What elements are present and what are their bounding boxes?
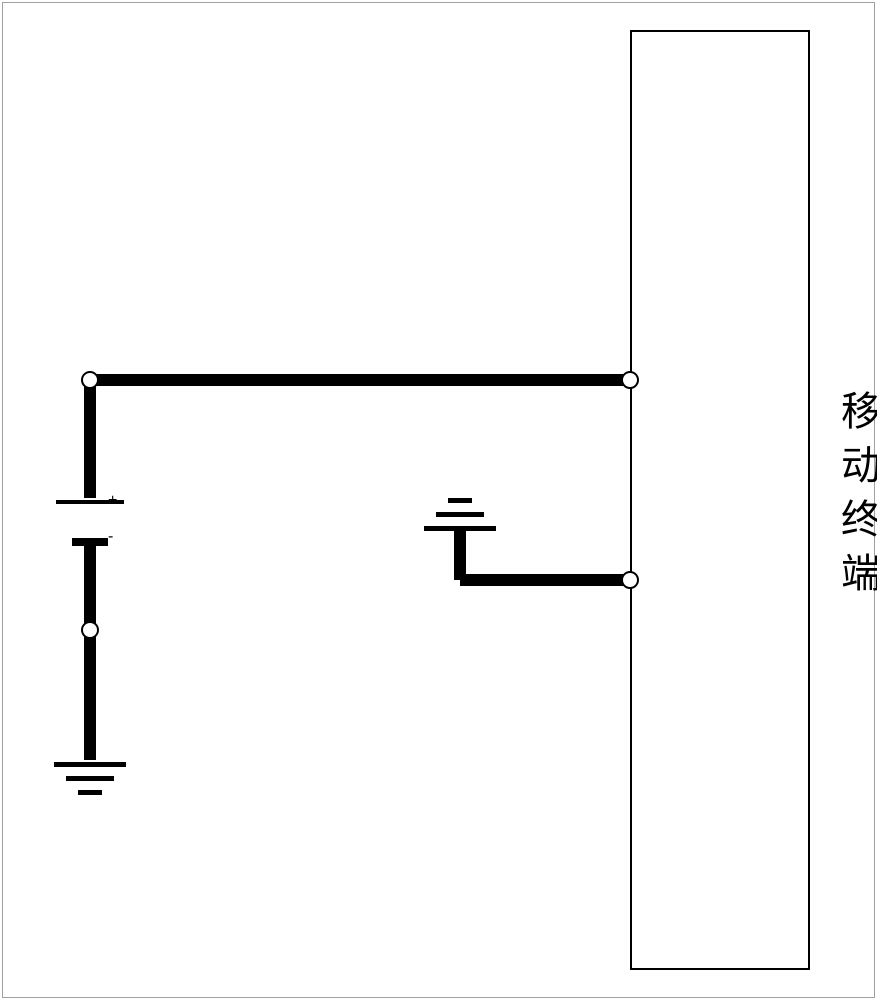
wire-below-battery	[84, 542, 96, 630]
wire-node-to-ground	[84, 630, 96, 760]
node-gnd2-right	[621, 571, 639, 589]
terminal-box	[630, 30, 810, 970]
ground2-bar-3	[448, 498, 472, 503]
ground1-bar-2	[66, 776, 114, 781]
ground1-bar-1	[54, 762, 126, 767]
ground2-bar-2	[436, 512, 484, 517]
battery-plus-icon: +	[108, 492, 117, 510]
terminal-label: 移动终端	[828, 390, 877, 606]
ground1-bar-3	[78, 790, 102, 795]
wire-gnd2-vertical	[454, 530, 466, 580]
ground2-bar-1	[424, 526, 496, 531]
node-top-right	[621, 371, 639, 389]
node-top-left	[81, 371, 99, 389]
battery-minus-icon: -	[108, 528, 113, 546]
wire-gnd2-stub	[460, 574, 630, 586]
wire-top-horizontal	[90, 374, 630, 386]
battery-negative-plate	[72, 538, 108, 546]
wire-top-vertical	[84, 380, 96, 498]
node-below-battery	[81, 621, 99, 639]
